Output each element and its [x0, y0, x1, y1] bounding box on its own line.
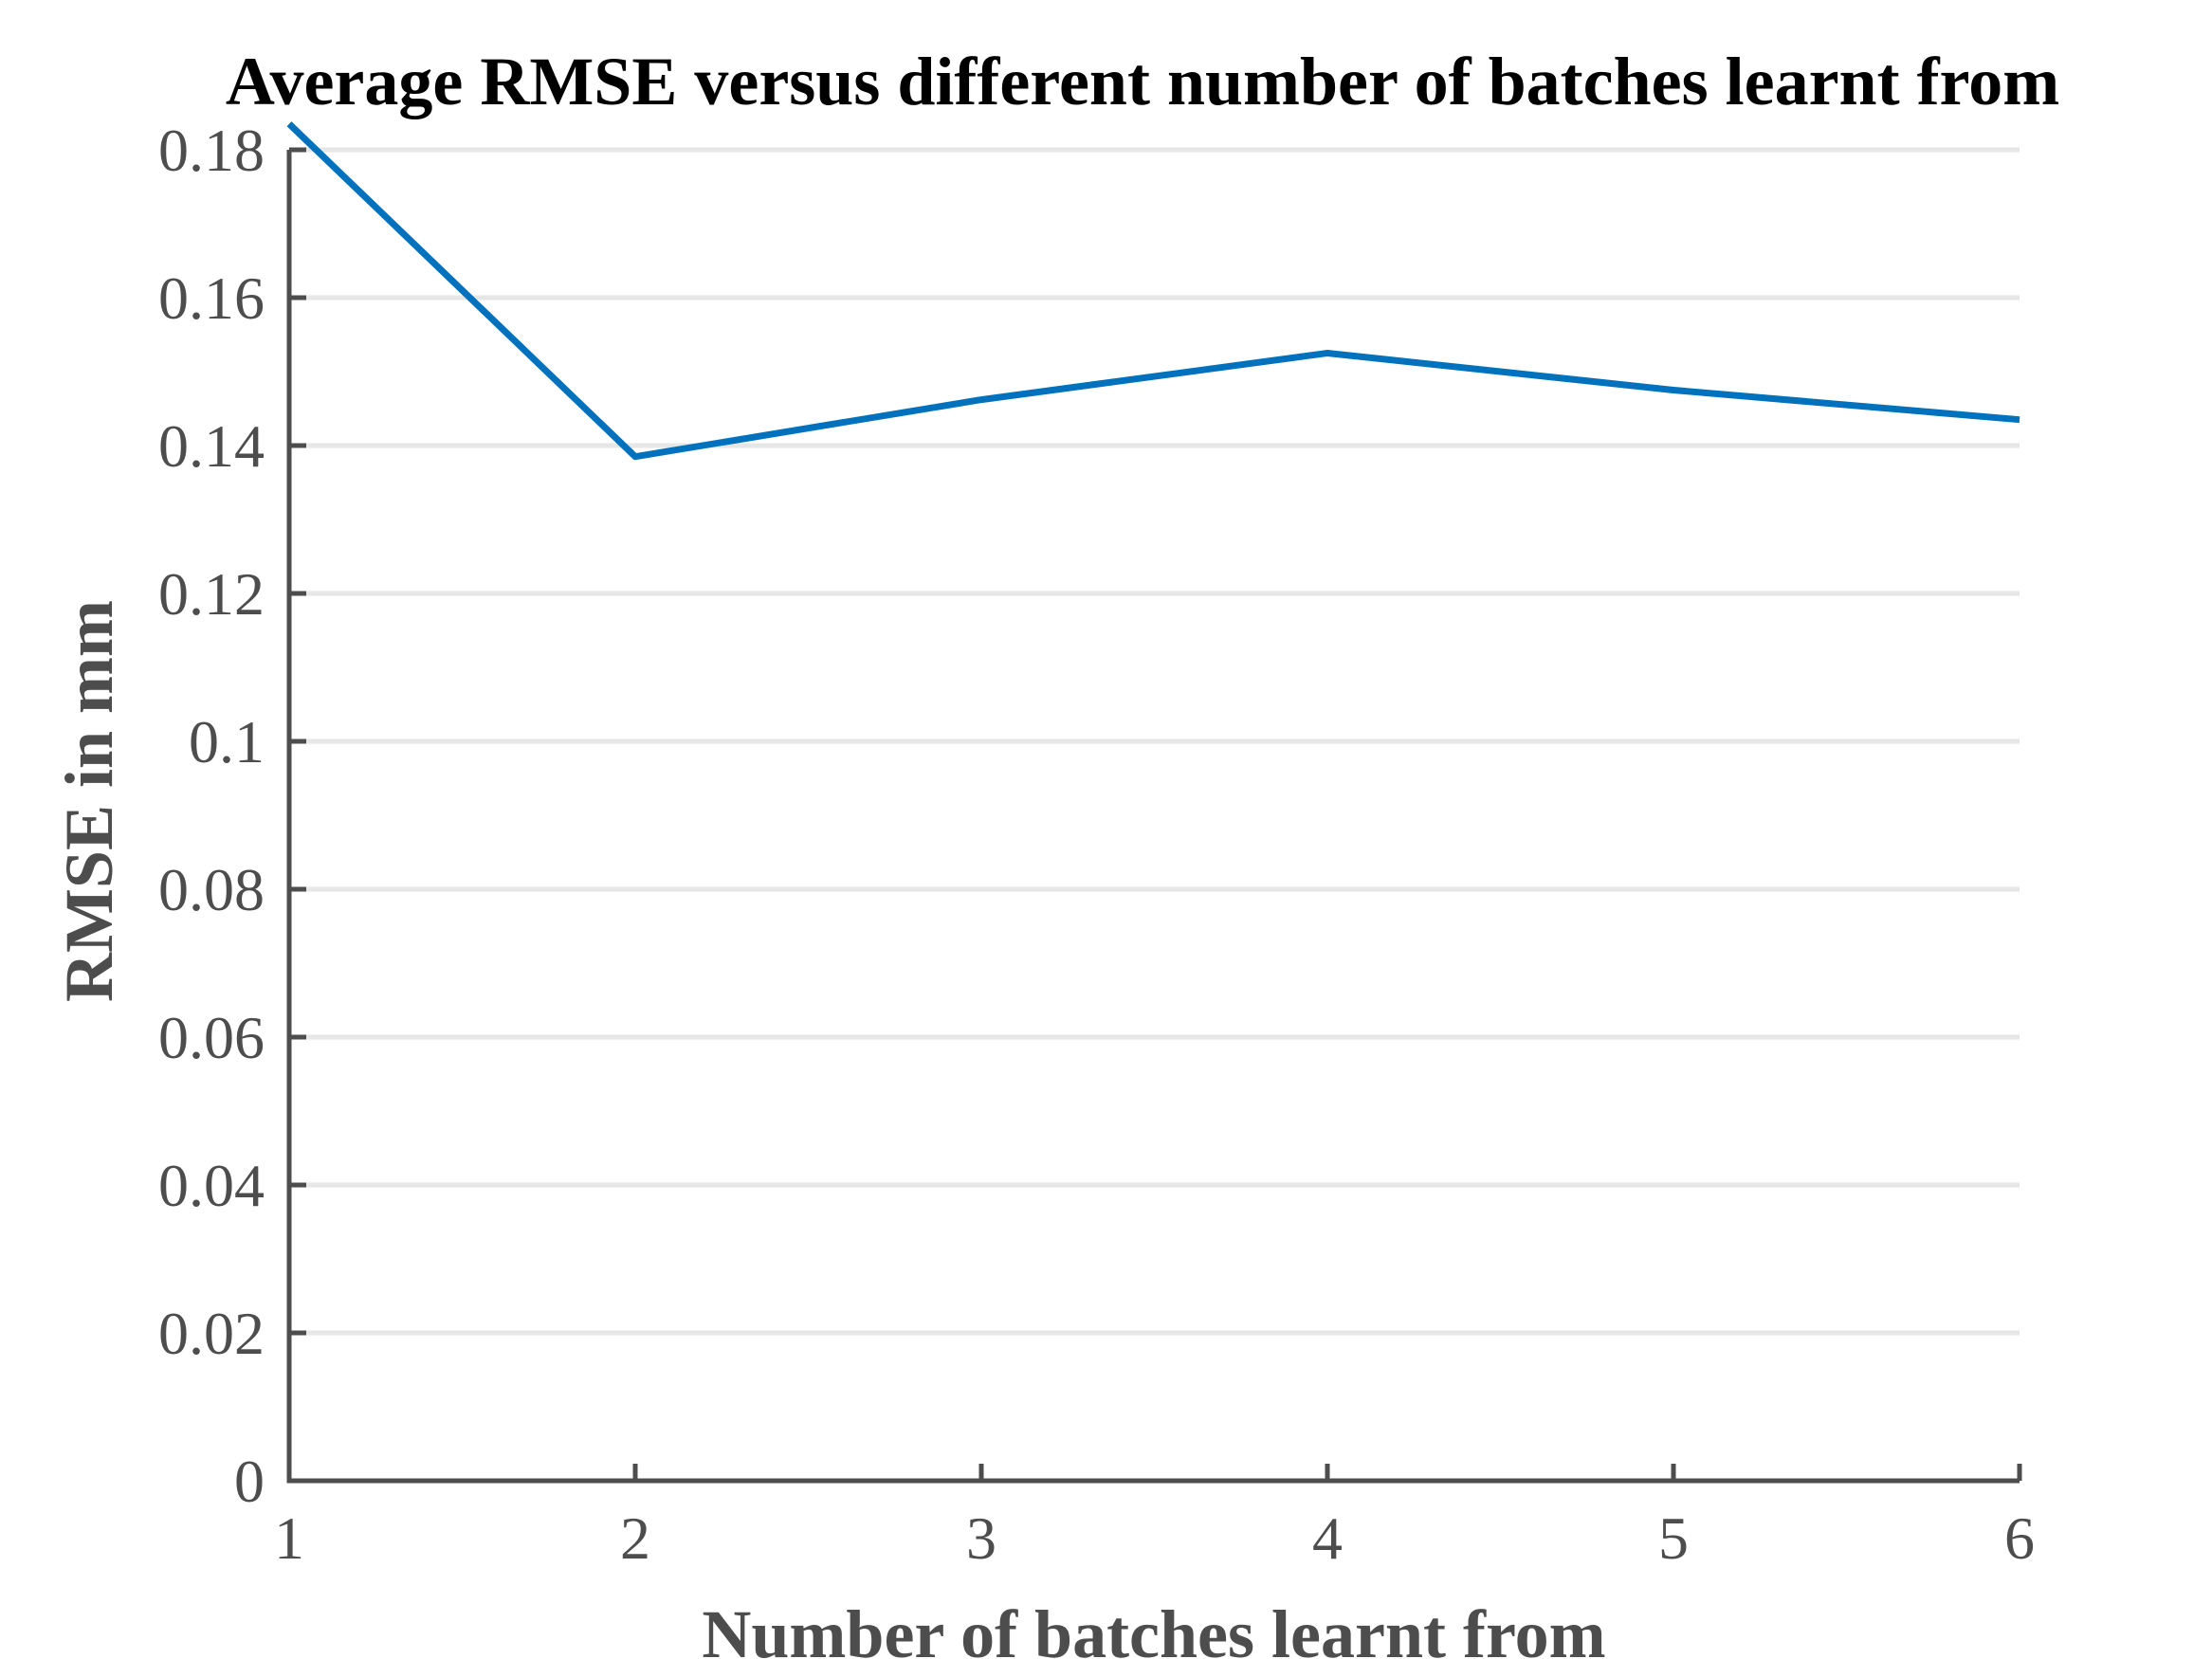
x-axis-label: Number of batches learnt from [702, 1596, 1605, 1659]
y-tick-label-7: 0.14 [158, 412, 265, 480]
axes [286, 147, 2022, 1484]
x-tick-label-1: 2 [620, 1504, 650, 1572]
y-tick-label-6: 0.12 [158, 560, 265, 628]
y-tick-label-5: 0.1 [189, 708, 265, 775]
y-axis-label: RMSE in mm [51, 600, 127, 1002]
x-tick-label-2: 3 [966, 1504, 996, 1572]
y-tick-label-4: 0.08 [158, 856, 265, 923]
chart-title: Average RMSE versus different number of … [226, 44, 2059, 119]
x-tick-label-3: 4 [1312, 1504, 1343, 1572]
tick-labels: 1 2 3 4 5 6 0 0.02 0.04 0.06 0.08 0.1 0.12 0.14 0.16 0.… [158, 117, 2035, 1572]
axis-lines [286, 150, 2020, 1484]
series-line-0 [286, 121, 2020, 461]
y-tick-label-1: 0.02 [158, 1300, 265, 1367]
y-tick-label-0: 0 [234, 1448, 265, 1515]
x-tick-label-4: 5 [1658, 1504, 1689, 1572]
x-tick-label-5: 6 [2004, 1504, 2035, 1572]
y-tick-label-2: 0.04 [158, 1152, 265, 1219]
series-layer [286, 121, 2020, 461]
y-tick-label-9: 0.18 [158, 117, 265, 184]
y-tick-label-8: 0.16 [158, 264, 265, 332]
x-tick-label-0: 1 [274, 1504, 304, 1572]
y-tick-label-3: 0.06 [158, 1004, 265, 1071]
gridlines [289, 147, 2020, 1336]
